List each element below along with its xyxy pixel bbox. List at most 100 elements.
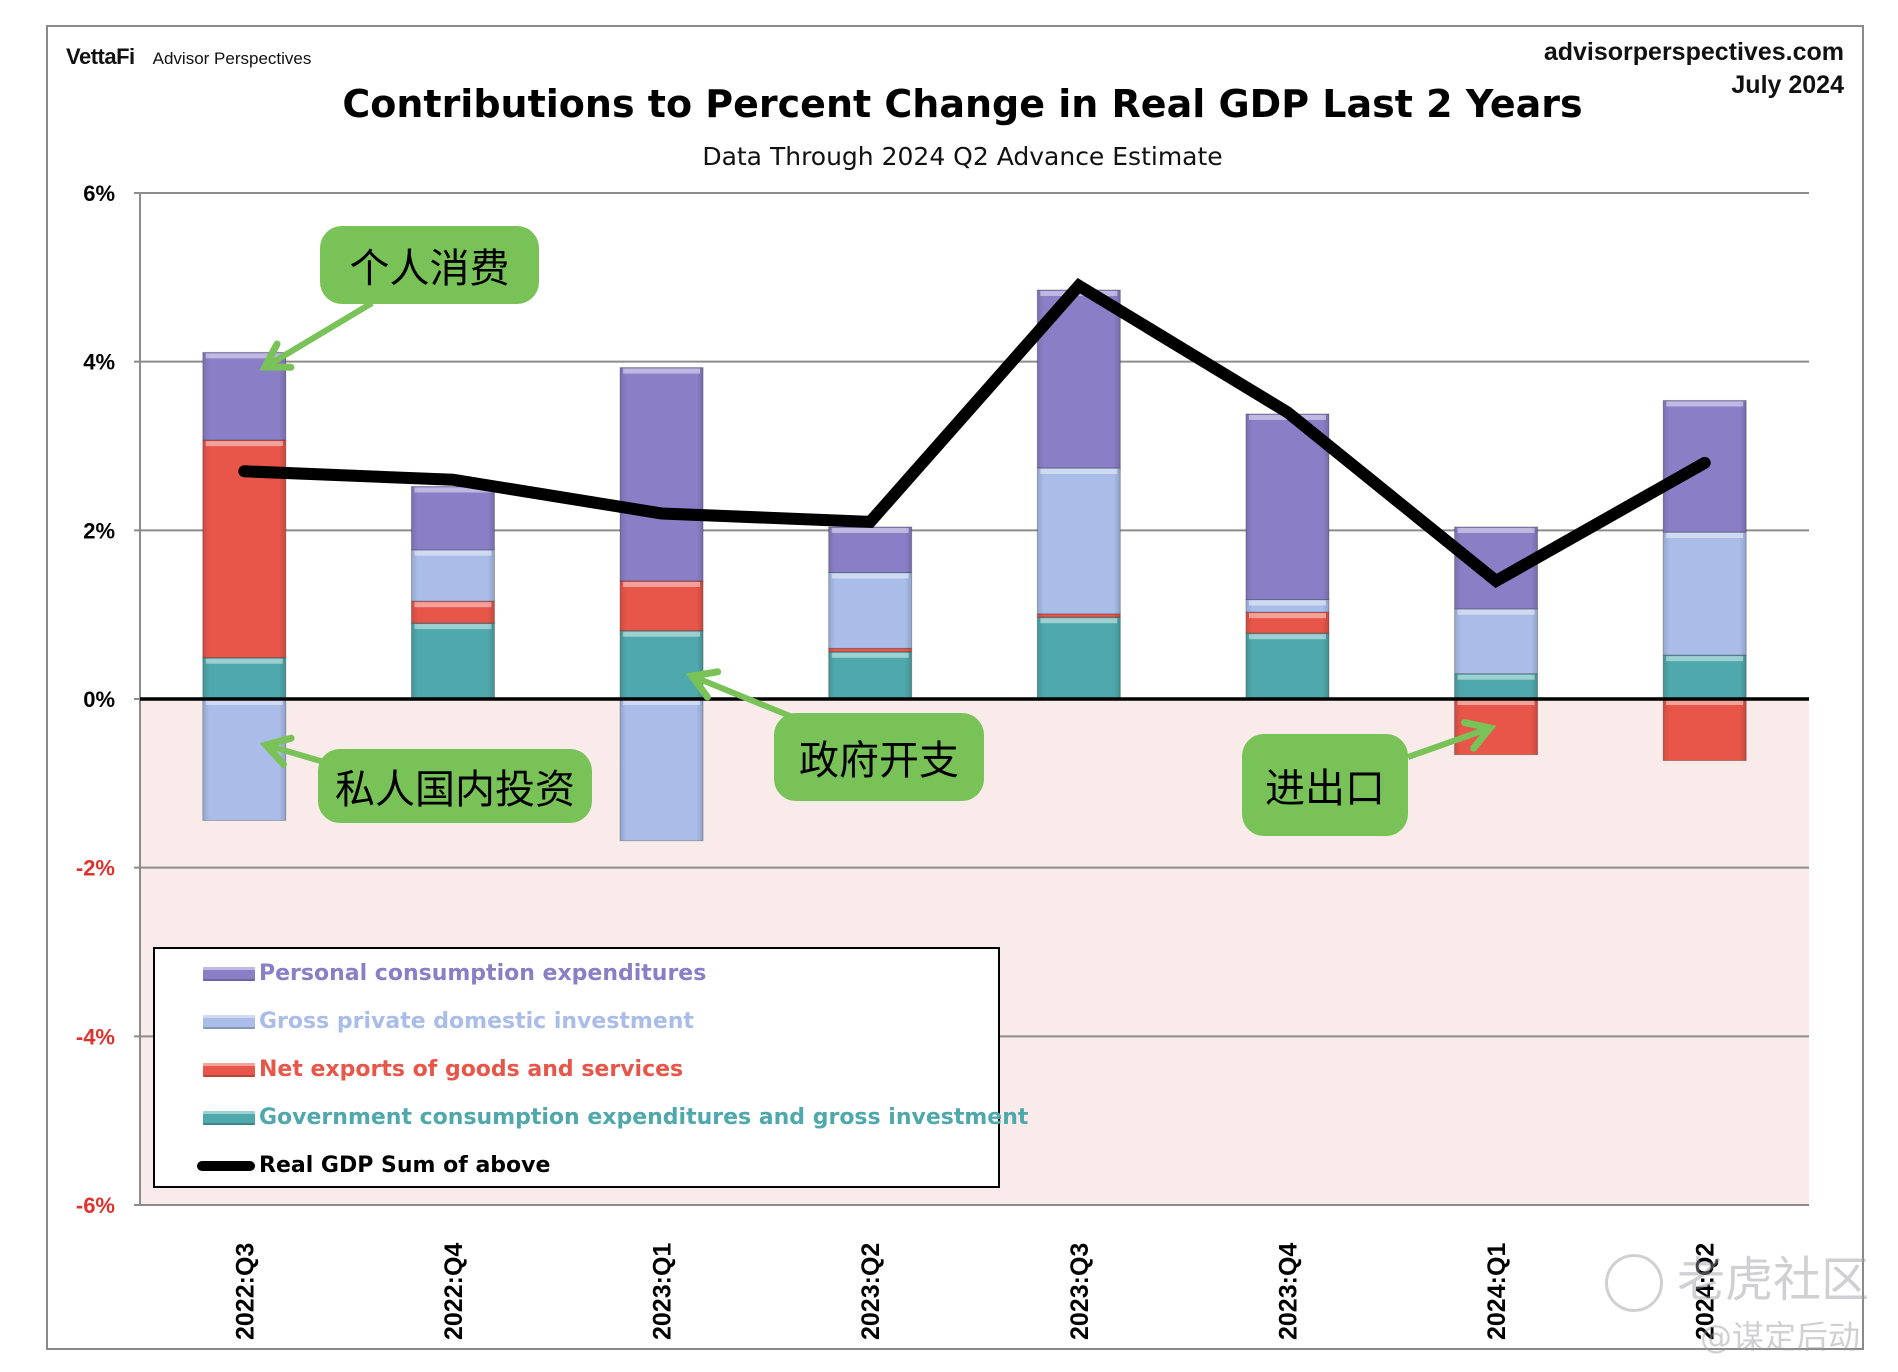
bar-highlight — [414, 550, 492, 556]
bar-highlight — [623, 631, 701, 637]
chart-title: Contributions to Percent Change in Real … — [342, 82, 1583, 126]
bar-bevel — [828, 572, 912, 649]
bar-segment-pce — [410, 485, 495, 551]
bar-segment-netx — [1036, 613, 1121, 618]
bar-bevel — [620, 580, 704, 631]
bar-segment-gpdi — [1454, 608, 1539, 675]
legend-label-gov: Government consumption expenditures and … — [259, 1105, 1029, 1130]
bar-segment-gpdi — [1662, 531, 1747, 656]
arrow-head-icon — [685, 668, 722, 701]
bar-bevel — [411, 601, 495, 624]
site-url: advisorperspectives.com — [1543, 38, 1844, 66]
bar-highlight — [1040, 468, 1118, 474]
bar-highlight — [414, 624, 492, 630]
callout-netx: 进出口 — [1242, 734, 1408, 836]
bar-highlight — [1248, 634, 1326, 640]
vettafi-logo: VettaFi — [66, 44, 135, 69]
y-tick-label: 6% — [83, 181, 115, 206]
bar-bevel — [411, 486, 495, 550]
bar-segment-pce — [828, 526, 913, 574]
x-tick-label: 2023:Q4 — [1274, 1243, 1302, 1340]
y-tick-label: 2% — [83, 518, 115, 543]
bar-bevel — [202, 699, 286, 821]
bar-bevel — [1663, 699, 1747, 761]
x-tick-label: 2023:Q2 — [857, 1243, 885, 1340]
arrow-gpdi — [259, 734, 325, 768]
brand: VettaFi Advisor Perspectives — [66, 44, 311, 70]
bar-highlight — [1666, 656, 1744, 662]
legend-swatch-netx — [203, 1062, 255, 1077]
bar-segment-netx — [619, 580, 704, 632]
legend-item-gdp: Real GDP Sum of above — [197, 1153, 550, 1178]
y-tick-label: 0% — [83, 687, 115, 712]
bar-bevel — [1245, 413, 1329, 600]
watermark-handle: @谋定后动 — [1700, 1318, 1861, 1356]
legend-swatch-gdp — [197, 1160, 255, 1171]
bar-highlight — [623, 700, 701, 705]
bar-segment-gov — [202, 657, 287, 700]
callout-pce: 个人消费 — [320, 226, 539, 304]
watermark-logo: 老虎社区 — [1605, 1240, 1869, 1312]
arrow-head-icon — [259, 734, 295, 768]
bar-segment-gpdi — [410, 549, 495, 602]
legend-item-pce: Personal consumption expenditures — [203, 961, 706, 986]
bar-bevel — [828, 648, 912, 652]
bar-highlight — [1457, 527, 1535, 533]
bar-segment-gpdi — [202, 698, 287, 821]
gdp-line — [238, 278, 1711, 589]
x-tick-label: 2022:Q3 — [231, 1243, 259, 1340]
bar-highlight — [1666, 700, 1744, 705]
bar-segment-pce — [202, 351, 287, 441]
bar-segment-netx — [410, 600, 495, 624]
bar-segment-gpdi — [828, 572, 913, 649]
bar-bevel — [411, 623, 495, 699]
y-tick-label: -6% — [76, 1193, 115, 1218]
callout-gov: 政府开支 — [774, 713, 984, 801]
bar-bevel — [620, 367, 704, 581]
legend-label-netx: Net exports of goods and services — [259, 1057, 684, 1082]
arrow-head-icon — [1461, 719, 1497, 752]
bar-highlight — [623, 581, 701, 587]
arrow-shaft — [690, 673, 792, 719]
bar-bevel — [1454, 699, 1538, 755]
bar-bevel — [1245, 612, 1329, 634]
bar-highlight — [1248, 613, 1326, 619]
legend-swatch-gpdi — [203, 1014, 255, 1029]
arrow-head-icon — [259, 340, 295, 371]
y-tick-label: -2% — [76, 856, 115, 881]
legend-item-gov: Government consumption expenditures and … — [203, 1105, 1028, 1130]
bar-highlight — [205, 658, 283, 664]
legend-label-gdp: Real GDP Sum of above — [259, 1153, 551, 1178]
bar-bevel — [1454, 608, 1538, 674]
bar-segment-gpdi — [619, 698, 704, 842]
bar-segment-gpdi — [1036, 467, 1121, 615]
bar-highlight — [1666, 401, 1744, 407]
x-tick-label: 2022:Q4 — [440, 1243, 468, 1340]
arrow-shaft — [263, 300, 374, 370]
bar-bevel — [1663, 532, 1747, 656]
bar-segment-netx — [1662, 698, 1747, 762]
watermark-text: 老虎社区 — [1677, 1252, 1870, 1308]
bar-highlight — [1040, 618, 1118, 624]
bar-highlight — [414, 602, 492, 608]
bar-highlight — [1457, 700, 1535, 705]
arrow-shaft — [265, 742, 325, 765]
callout-gpdi: 私人国内投资 — [318, 749, 592, 823]
chart-subtitle: Data Through 2024 Q2 Advance Estimate — [702, 142, 1223, 171]
bar-segment-pce — [1245, 413, 1330, 600]
publish-date: July 2024 — [1731, 71, 1844, 99]
bar-segment-gov — [1036, 616, 1121, 700]
bar-segment-netx — [1245, 611, 1330, 634]
bar-bevel — [411, 549, 495, 602]
bar-highlight — [1457, 609, 1535, 615]
y-tick-label: -4% — [76, 1024, 115, 1049]
bar-segment-gov — [1662, 654, 1747, 700]
bar-bevel — [620, 630, 704, 699]
bar-highlight — [205, 441, 283, 447]
bar-segment-gov — [410, 622, 495, 700]
x-tick-label: 2024:Q1 — [1483, 1243, 1511, 1340]
bar-segment-gov — [1245, 632, 1330, 700]
x-tick-label: 2023:Q3 — [1066, 1243, 1094, 1340]
bar-highlight — [1248, 600, 1326, 606]
legend-swatch-pce — [203, 966, 255, 981]
